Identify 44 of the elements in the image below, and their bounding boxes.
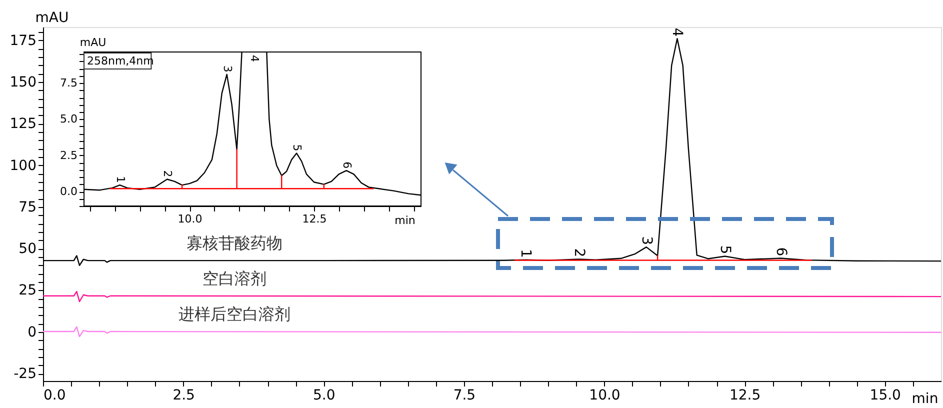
x-tick-label: 12.5	[302, 212, 327, 226]
y-axis-title: mAU	[35, 10, 69, 26]
annotation: 6	[340, 162, 354, 169]
y-tick-label: 0	[28, 324, 36, 340]
x-tick-label: 2.5	[172, 388, 195, 404]
annotation: 5	[290, 144, 304, 152]
y-tick-label: 125	[10, 116, 36, 132]
annotation: 4	[669, 28, 686, 37]
series-label: 进样后空白溶剂	[178, 304, 290, 324]
y-tick-label: 50	[18, 241, 36, 258]
y-tick-label: 0.0	[60, 185, 78, 198]
x-tick-label: 12.5	[729, 388, 761, 404]
x-tick-label: 15.0	[870, 388, 901, 404]
line-series	[109, 149, 374, 190]
y-tick-label: 75	[18, 199, 36, 216]
annotation: 2	[570, 248, 587, 258]
x-axis-title: min	[912, 391, 938, 407]
x-axis-title: min	[394, 214, 416, 227]
y-axis-title: mAU	[80, 36, 106, 49]
y-tick-label: 25	[18, 282, 36, 299]
x-tick-label: 7.5	[453, 388, 476, 404]
y-tick-label: 2.5	[60, 148, 78, 162]
x-tick-label: 5.0	[312, 388, 336, 404]
annotation: 3	[220, 65, 234, 72]
annotation: 5	[716, 245, 733, 254]
annotation: 4	[248, 55, 262, 62]
line-series	[43, 326, 941, 338]
x-tick-label: 0.0	[44, 388, 66, 404]
y-tick-label: 7.5	[60, 76, 78, 90]
series-label: 寡核苷酸药物	[186, 234, 282, 253]
y-tick-label: -25	[14, 366, 36, 382]
y-tick-label: 150	[10, 74, 36, 90]
annotation: 3	[638, 236, 654, 246]
x-tick-label: 10.0	[178, 212, 202, 226]
y-tick-label: 5.0	[60, 112, 78, 126]
y-tick-label: 175	[10, 32, 36, 49]
line-series	[43, 290, 941, 302]
series-label: 空白溶剂	[202, 268, 266, 288]
annotation: 1	[518, 248, 534, 258]
annotation: 1	[114, 176, 127, 184]
y-tick-label: 100	[10, 158, 36, 174]
x-tick-label: 10.0	[589, 388, 620, 404]
annotation: 6	[773, 247, 790, 256]
annotation: 2	[161, 170, 174, 178]
